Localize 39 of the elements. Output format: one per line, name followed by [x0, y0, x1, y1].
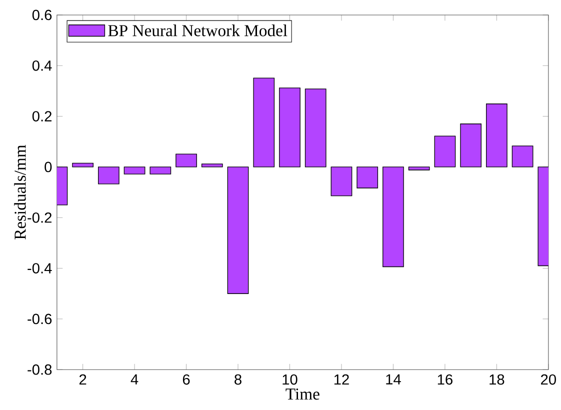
bar — [98, 166, 120, 184]
y-tick-label: -0.4 — [28, 263, 52, 274]
bar — [124, 166, 146, 175]
x-tick-label: 6 — [182, 374, 190, 385]
y-tick-label: -0.6 — [28, 314, 52, 324]
x-tick-label: 2 — [79, 374, 86, 385]
bar — [434, 136, 456, 168]
bar — [486, 104, 508, 168]
y-tick-label: 0.4 — [32, 60, 52, 72]
bar — [201, 164, 223, 168]
y-tick-label: 0.6 — [32, 10, 52, 20]
bar — [330, 166, 352, 196]
bar — [150, 166, 172, 175]
bar — [382, 166, 404, 268]
x-tick-label: 12 — [334, 374, 349, 385]
x-tick-label: 18 — [490, 374, 504, 385]
y-tick-label: 0.2 — [32, 111, 52, 122]
y-tick-label: 0 — [44, 162, 52, 172]
bar — [408, 166, 430, 171]
y-axis-title: Residuals/mm — [14, 145, 26, 240]
x-tick-label: 8 — [234, 374, 242, 385]
x-tick-label: 20 — [541, 374, 556, 385]
bar — [356, 166, 378, 189]
bar — [279, 88, 300, 168]
x-tick-label: 14 — [386, 374, 401, 385]
bar — [72, 163, 94, 168]
legend-label: BP Neural Network Model — [108, 24, 288, 36]
x-tick-label: 4 — [130, 374, 138, 385]
x-tick-label: 10 — [282, 374, 298, 385]
bar — [227, 166, 249, 294]
y-tick-label: -0.8 — [28, 364, 52, 376]
x-axis-title: Time — [286, 388, 320, 400]
bar — [512, 146, 534, 168]
bar — [176, 154, 197, 168]
bar — [304, 88, 326, 168]
bar — [253, 78, 275, 168]
x-tick-label: 16 — [438, 374, 452, 385]
y-tick-label: -0.2 — [28, 212, 52, 224]
bar — [460, 124, 482, 168]
